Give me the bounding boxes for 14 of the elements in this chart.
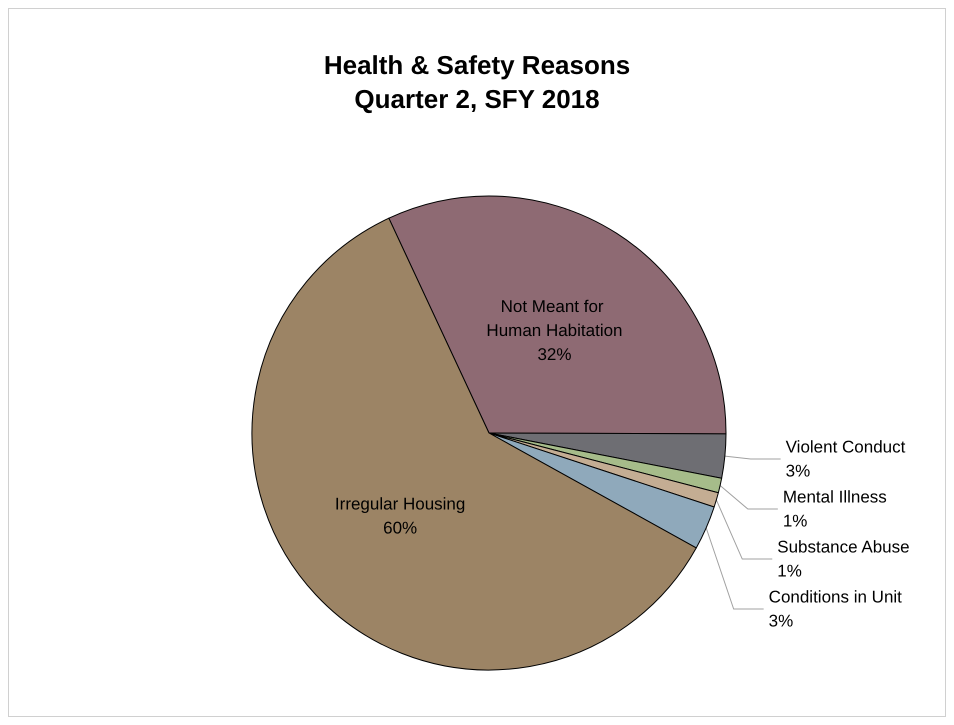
- slice-label: Mental Illness: [782, 488, 887, 507]
- data-label: 1%: [782, 512, 808, 531]
- data-label: 32%: [537, 345, 572, 364]
- chart-title: Health & Safety Reasons: [324, 50, 630, 80]
- slice-label: Violent Conduct: [786, 438, 906, 457]
- data-label: 1%: [777, 562, 802, 581]
- data-label: 3%: [768, 612, 794, 631]
- data-label: 60%: [383, 518, 418, 538]
- slice-label: Irregular Housing: [334, 494, 466, 514]
- chart-subtitle: Quarter 2, SFY 2018: [354, 84, 600, 114]
- data-label: 3%: [786, 462, 810, 481]
- slice-label: Not Meant for Human Habitation: [486, 297, 622, 340]
- slice-label: Conditions in Unit: [768, 588, 902, 607]
- slice-label: Substance Abuse: [777, 538, 910, 557]
